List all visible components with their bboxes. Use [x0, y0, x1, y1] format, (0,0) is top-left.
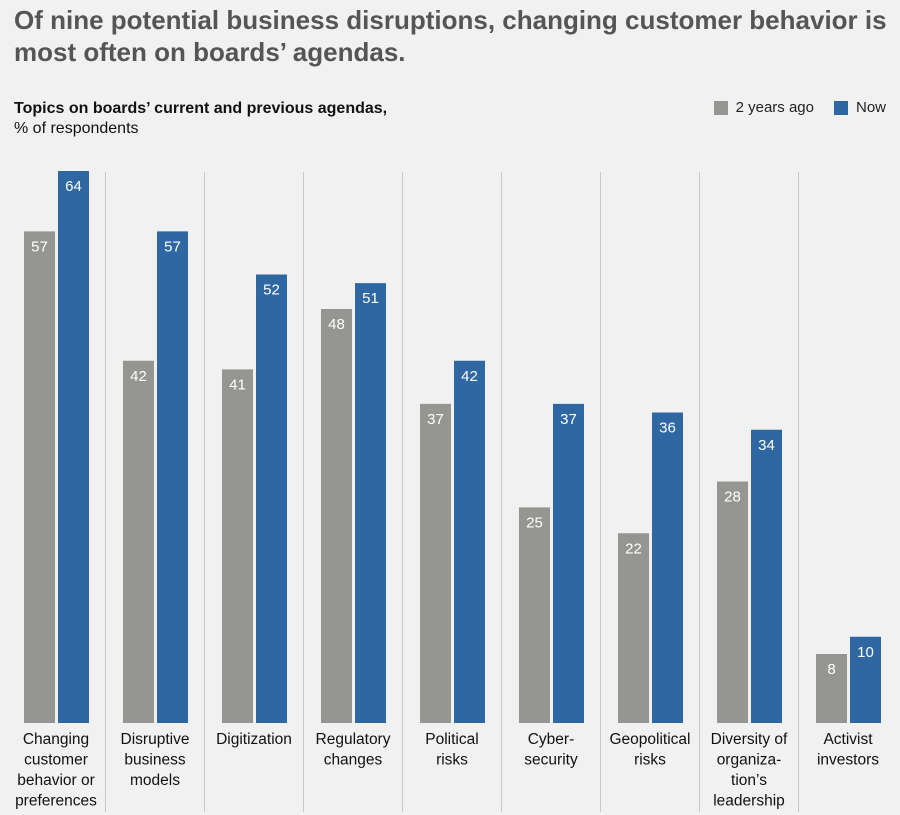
- legend-swatch-now: [833, 100, 848, 115]
- value-label: 10: [857, 644, 874, 661]
- bar-2-years-ago: [519, 507, 550, 723]
- legend-item-prev: 2 years ago: [713, 99, 814, 116]
- bar-now: [652, 412, 683, 723]
- value-label: 42: [130, 368, 147, 385]
- value-label: 37: [427, 411, 444, 428]
- value-label: 28: [724, 489, 741, 506]
- bar-now: [256, 274, 287, 723]
- legend-swatch-prev: [713, 100, 728, 115]
- bar-2-years-ago: [123, 360, 154, 723]
- bar-now: [553, 403, 584, 723]
- bar-now: [355, 283, 386, 723]
- value-label: 48: [328, 316, 345, 333]
- bar-2-years-ago: [420, 403, 451, 723]
- bar-now: [751, 429, 782, 723]
- category-label: Diversity of organiza-tion’s leadership: [711, 731, 788, 810]
- headline: Of nine potential business disruptions, …: [14, 5, 887, 67]
- chart-subtitle-unit: % of respondents: [14, 120, 139, 137]
- category-label: Disruptive business models: [121, 731, 190, 789]
- value-label: 42: [461, 368, 478, 385]
- value-label: 57: [164, 238, 181, 255]
- bar-now: [58, 171, 89, 723]
- value-label: 64: [65, 178, 82, 195]
- category-label: Cyber-security: [524, 731, 578, 769]
- category-label: Activist investors: [817, 731, 879, 769]
- legend-label-now: Now: [855, 99, 886, 116]
- legend-item-now: Now: [833, 99, 886, 116]
- value-label: 41: [229, 376, 246, 393]
- chart-subtitle-title: Topics on boards’ current and previous a…: [14, 100, 388, 117]
- bar-2-years-ago: [24, 231, 55, 723]
- category-label: Geopolitical risks: [610, 731, 691, 769]
- chart-subtitle: Topics on boards’ current and previous a…: [14, 99, 387, 139]
- value-label: 22: [625, 540, 642, 557]
- legend-label-prev: 2 years ago: [735, 99, 814, 116]
- value-label: 36: [659, 420, 676, 437]
- bar-2-years-ago: [717, 481, 748, 723]
- bar-now: [157, 231, 188, 723]
- value-label: 52: [263, 282, 280, 299]
- bar-now: [454, 360, 485, 723]
- value-label: 57: [31, 238, 48, 255]
- value-label: 51: [362, 290, 379, 307]
- category-label: Changing customer behavior or preferences: [15, 731, 97, 810]
- value-label: 37: [560, 411, 577, 428]
- value-label: 25: [526, 514, 543, 531]
- bar-2-years-ago: [618, 533, 649, 723]
- legend: 2 years ago Now: [700, 99, 886, 116]
- category-label: Digitization: [216, 731, 292, 748]
- category-label: Regulatory changes: [316, 731, 391, 769]
- category-label: Political risks: [425, 731, 478, 769]
- bar-now: [850, 636, 881, 723]
- bar-2-years-ago: [222, 369, 253, 723]
- bar-2-years-ago: [816, 654, 847, 723]
- value-label: 8: [827, 661, 835, 678]
- bar-2-years-ago: [321, 309, 352, 723]
- value-label: 34: [758, 437, 775, 454]
